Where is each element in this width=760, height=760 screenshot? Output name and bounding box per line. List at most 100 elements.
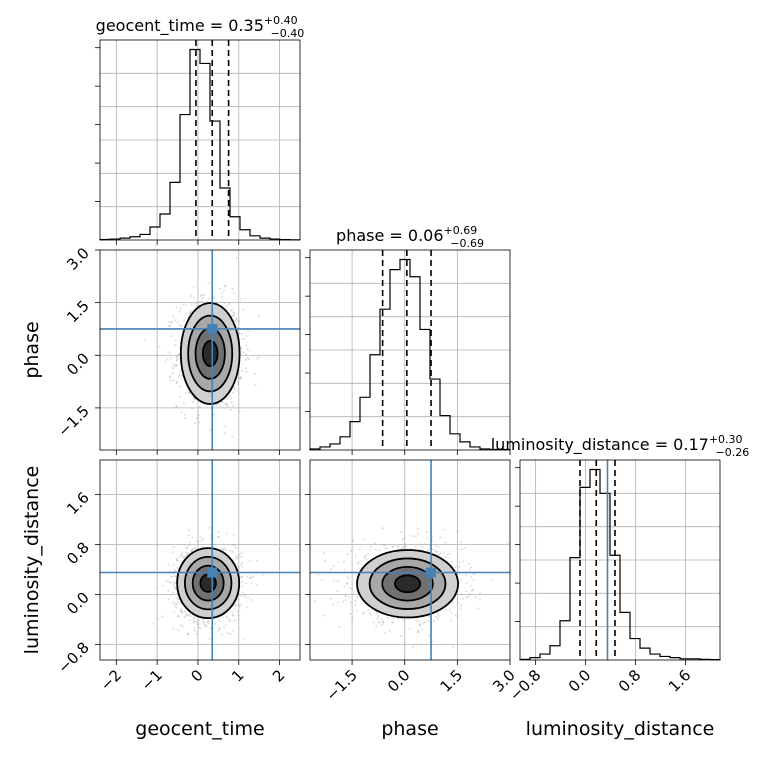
contour-line <box>201 339 219 368</box>
sample-point <box>143 339 146 342</box>
sample-point <box>437 617 439 620</box>
sample-point <box>404 545 407 548</box>
sample-point <box>345 599 348 601</box>
contour-line <box>368 557 447 610</box>
sample-point <box>439 536 442 539</box>
sample-point <box>174 586 177 589</box>
sample-point <box>367 609 370 612</box>
sample-point <box>220 296 223 299</box>
sample-point <box>237 326 240 329</box>
sample-point <box>256 357 259 360</box>
sample-point <box>417 629 420 632</box>
sample-point <box>354 604 357 607</box>
sample-point <box>225 304 228 307</box>
hist-panel-phase <box>305 249 511 455</box>
sample-point <box>464 547 467 549</box>
sample-point <box>184 614 187 617</box>
sample-point <box>238 554 241 557</box>
sample-point <box>183 319 186 322</box>
sample-point <box>228 302 230 305</box>
sample-point <box>232 629 235 632</box>
sample-point <box>397 617 400 620</box>
sample-point <box>246 596 249 599</box>
sample-point <box>175 406 178 409</box>
sample-point <box>235 547 238 550</box>
sample-point <box>229 397 232 400</box>
sample-point <box>236 383 239 386</box>
sample-point <box>425 530 428 533</box>
sample-point <box>174 364 177 367</box>
sample-point <box>225 532 228 535</box>
sample-point <box>226 632 229 635</box>
sample-point <box>200 539 203 542</box>
sample-point <box>423 621 426 624</box>
sample-point <box>235 605 238 608</box>
sample-point <box>190 295 193 297</box>
sample-point <box>213 296 216 299</box>
sample-point <box>179 370 182 373</box>
sample-point <box>378 620 381 623</box>
sample-point <box>245 582 248 585</box>
sample-point <box>432 619 435 622</box>
sample-point <box>231 287 234 290</box>
sample-point <box>261 573 264 576</box>
sample-point <box>187 633 190 636</box>
sample-point <box>250 582 253 585</box>
sample-point <box>178 373 181 376</box>
sample-point <box>203 623 206 626</box>
sample-point <box>460 593 462 596</box>
x-tick-label: −1 <box>138 666 166 694</box>
sample-point <box>375 549 377 551</box>
contour-line <box>394 574 422 594</box>
sample-point <box>199 536 202 539</box>
sample-point <box>238 605 241 608</box>
sample-point <box>202 293 205 296</box>
sample-point <box>243 337 245 340</box>
sample-point <box>421 546 423 549</box>
sample-point <box>173 610 176 613</box>
sample-point <box>171 321 174 324</box>
sample-point <box>344 594 347 597</box>
sample-point <box>171 365 174 368</box>
sample-point <box>174 582 177 585</box>
sample-point <box>207 620 210 623</box>
sample-point <box>183 413 186 416</box>
sample-point <box>348 596 351 599</box>
sample-point <box>194 422 197 425</box>
sample-point <box>182 555 185 558</box>
sample-point <box>178 310 181 313</box>
sample-point <box>419 625 422 628</box>
sample-point <box>183 417 186 419</box>
sample-point <box>350 550 353 552</box>
x-tick-label: 1.6 <box>665 666 695 696</box>
sample-point <box>218 619 221 622</box>
sample-point <box>185 551 188 554</box>
sample-point <box>428 634 431 637</box>
sample-point <box>156 586 159 589</box>
sample-point <box>231 611 234 614</box>
sample-point <box>232 404 235 407</box>
xlabel-phase: phase <box>381 718 438 740</box>
sample-point <box>187 529 190 532</box>
sample-point <box>478 598 481 601</box>
sample-point <box>185 312 188 315</box>
sample-point <box>254 372 257 375</box>
y-tick-label: 1.6 <box>63 488 93 518</box>
sample-point <box>168 351 171 354</box>
contour-line <box>191 564 225 602</box>
sample-point <box>177 615 180 618</box>
sample-point <box>201 545 204 548</box>
sample-point <box>392 545 395 548</box>
sample-point <box>176 321 179 324</box>
sample-point <box>246 575 249 578</box>
sample-point <box>232 314 235 317</box>
sample-point <box>364 554 367 557</box>
sample-point <box>225 623 227 626</box>
sample-point <box>248 559 251 562</box>
sample-point <box>244 297 247 300</box>
sample-point <box>175 358 178 361</box>
sample-point <box>375 612 378 615</box>
sample-point <box>235 318 238 321</box>
sample-point <box>244 335 247 337</box>
